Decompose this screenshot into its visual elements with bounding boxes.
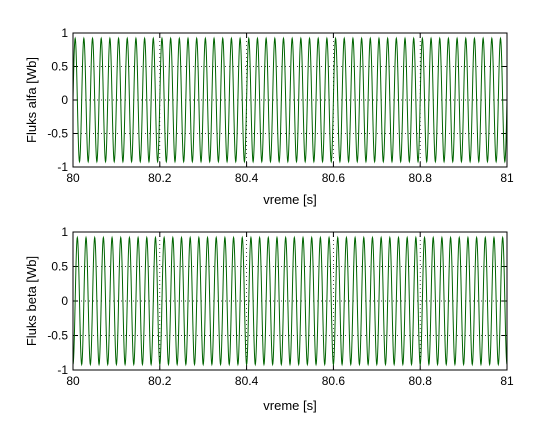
x-tick-label: 81 <box>500 171 514 185</box>
y-axis-label: Fluks alfa [Wb] <box>24 57 39 143</box>
plot-flux-alpha: 80 80.2 80.4 80.6 80.8 81 -1 -0.5 0 0.5 1 vreme [… <box>24 26 514 207</box>
x-tick-label: 81 <box>500 374 514 388</box>
y-tick-label: -1 <box>57 160 68 174</box>
x-tick-labels: 80 80.2 80.4 80.6 80.8 81 <box>66 171 514 185</box>
x-tick-label: 80.4 <box>235 171 259 185</box>
y-tick-label: -1 <box>57 363 68 377</box>
y-tick-label: 1 <box>61 26 68 40</box>
x-tick-label: 80.8 <box>409 171 433 185</box>
series-line <box>72 235 508 367</box>
x-tick-label: 80.2 <box>148 374 172 388</box>
y-tick-label: 0 <box>61 93 68 107</box>
x-axis-label: vreme [s] <box>263 192 316 207</box>
axes-frame-overlay <box>72 32 508 168</box>
y-tick-labels: -1 -0.5 0 0.5 1 <box>47 26 68 174</box>
x-tick-label: 80.6 <box>322 171 346 185</box>
x-axis-label: vreme [s] <box>263 398 316 413</box>
y-tick-label: 1 <box>61 225 68 239</box>
plot-flux-beta: 80 80.2 80.4 80.6 80.8 81 -1 -0.5 0 0.5 1 vreme [… <box>24 225 514 413</box>
y-tick-labels: -1 -0.5 0 0.5 1 <box>47 225 68 377</box>
series-line <box>72 36 508 164</box>
y-tick-label: 0 <box>61 294 68 308</box>
x-tick-labels: 80 80.2 80.4 80.6 80.8 81 <box>66 374 514 388</box>
axes-frame-overlay <box>72 231 508 371</box>
x-tick-label: 80 <box>66 171 80 185</box>
x-tick-label: 80.8 <box>409 374 433 388</box>
x-tick-label: 80.4 <box>235 374 259 388</box>
x-tick-label: 80.2 <box>148 171 172 185</box>
y-tick-label: 0.5 <box>51 60 68 74</box>
y-tick-label: 0.5 <box>51 260 68 274</box>
x-tick-label: 80 <box>66 374 80 388</box>
y-tick-label: -0.5 <box>47 127 68 141</box>
x-tick-label: 80.6 <box>322 374 346 388</box>
y-axis-label: Fluks beta [Wb] <box>24 256 39 346</box>
data-series <box>72 36 508 164</box>
data-series <box>72 235 508 367</box>
y-tick-label: -0.5 <box>47 329 68 343</box>
